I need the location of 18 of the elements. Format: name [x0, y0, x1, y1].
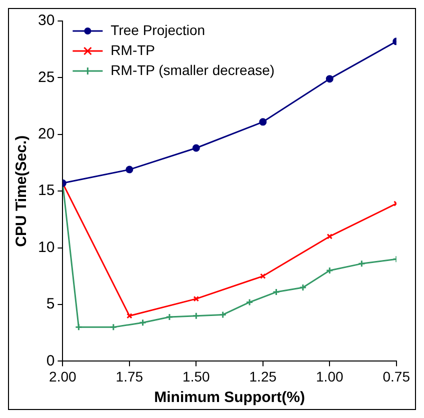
- x-axis-title: Minimum Support(%): [154, 389, 305, 406]
- y-tick-label: 5: [46, 296, 55, 313]
- x-tick-label: 0.75: [382, 368, 410, 384]
- legend-label: RM-TP (smaller decrease): [110, 62, 275, 78]
- y-tick-label: 25: [38, 68, 55, 86]
- x-tick-label: 1.50: [182, 368, 210, 384]
- x-tick-label: 1.00: [316, 368, 344, 384]
- y-tick-label: 0: [46, 352, 55, 370]
- y-tick-label: 15: [38, 182, 55, 200]
- legend-label: RM-TP: [110, 42, 156, 58]
- x-tick-label: 1.25: [249, 368, 277, 384]
- y-tick-label: 30: [38, 12, 55, 30]
- x-tick-label: 2.00: [49, 368, 77, 384]
- x-tick-label: 1.75: [116, 368, 144, 384]
- y-tick-label: 10: [38, 238, 55, 256]
- y-axis-title: CPU Time(Sec.): [13, 135, 30, 247]
- legend-label: Tree Projection: [110, 22, 206, 38]
- y-tick-label: 20: [38, 126, 55, 143]
